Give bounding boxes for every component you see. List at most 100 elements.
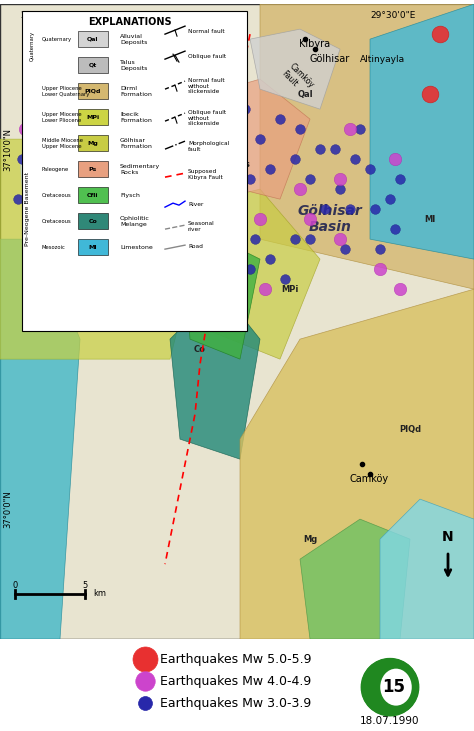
Text: Normal fault
without
slickenside: Normal fault without slickenside — [188, 77, 225, 94]
Text: Cretaceous: Cretaceous — [42, 219, 72, 224]
Text: 15: 15 — [383, 678, 405, 696]
Text: Co: Co — [89, 219, 97, 224]
Text: Ophiolitic
Melange: Ophiolitic Melange — [120, 216, 150, 227]
Text: 29°30'0"E: 29°30'0"E — [370, 11, 415, 20]
Text: MPi: MPi — [121, 155, 139, 164]
Polygon shape — [0, 239, 80, 639]
Text: Seasonal
river: Seasonal river — [188, 221, 215, 232]
Polygon shape — [185, 239, 260, 359]
Text: Co: Co — [194, 344, 206, 354]
Text: Ml: Ml — [89, 245, 97, 250]
Polygon shape — [260, 4, 474, 289]
Text: Yarıköy Fault: Yarıköy Fault — [108, 127, 128, 171]
Text: Oblique fault
without
slickenside: Oblique fault without slickenside — [188, 110, 226, 126]
Text: Cfli: Cfli — [87, 193, 99, 197]
FancyBboxPatch shape — [78, 187, 108, 203]
Text: Quaternary: Quaternary — [30, 31, 35, 61]
Text: MPi: MPi — [211, 245, 228, 254]
Text: Dirml
Formation: Dirml Formation — [120, 86, 152, 96]
Text: Çameli
Basin: Çameli Basin — [64, 238, 106, 260]
FancyBboxPatch shape — [78, 109, 108, 125]
Text: Gölhisar
Basin: Gölhisar Basin — [298, 204, 363, 234]
Text: PlQd: PlQd — [85, 88, 101, 94]
Text: N: N — [442, 530, 454, 544]
Text: Altinyayla: Altinyayla — [360, 55, 405, 64]
Text: Qal: Qal — [297, 90, 313, 99]
Text: Normal fault: Normal fault — [188, 29, 225, 34]
Text: EXPLANATIONS: EXPLANATIONS — [88, 17, 172, 27]
Text: Mg: Mg — [88, 140, 99, 145]
Text: Limestone: Limestone — [120, 245, 153, 250]
Polygon shape — [170, 289, 260, 459]
Text: MPi: MPi — [86, 115, 100, 120]
Text: Oblique fault: Oblique fault — [188, 53, 226, 58]
Text: Supposed
Kibyra Fault: Supposed Kibyra Fault — [188, 169, 223, 180]
Text: Cretaceous: Cretaceous — [42, 193, 72, 197]
Text: River: River — [188, 202, 203, 207]
Text: Quaternary: Quaternary — [42, 37, 72, 42]
Polygon shape — [180, 189, 320, 359]
Text: MPi: MPi — [51, 145, 69, 154]
Text: Upper Miocene
Lower Pliocene: Upper Miocene Lower Pliocene — [42, 112, 82, 123]
Text: Çameli
Fault: Çameli Fault — [46, 196, 64, 222]
Text: Gölhisar: Gölhisar — [310, 54, 350, 64]
Text: 18.07.1990: 18.07.1990 — [360, 716, 420, 726]
Text: PlQd: PlQd — [144, 45, 166, 53]
FancyBboxPatch shape — [78, 31, 108, 47]
Ellipse shape — [379, 667, 413, 707]
Text: Road: Road — [188, 243, 203, 249]
Text: km: km — [93, 588, 106, 598]
FancyBboxPatch shape — [78, 135, 108, 151]
Text: 5: 5 — [82, 581, 88, 590]
Text: Alluvial
Deposits: Alluvial Deposits — [120, 34, 147, 45]
Polygon shape — [370, 4, 474, 260]
Polygon shape — [300, 519, 410, 639]
Polygon shape — [250, 29, 340, 109]
Text: Flysch: Flysch — [120, 193, 140, 197]
Text: Camköy: Camköy — [350, 474, 389, 484]
Text: Ps: Ps — [89, 167, 97, 172]
Text: Camköy
Fault: Camköy Fault — [280, 61, 316, 97]
FancyBboxPatch shape — [78, 83, 108, 99]
Text: Upper Pliocene
Lower Quaternary: Upper Pliocene Lower Quaternary — [42, 86, 90, 96]
Text: 37°0'0"N: 37°0'0"N — [3, 491, 12, 528]
Text: Mg: Mg — [303, 534, 317, 544]
Text: Qt: Qt — [89, 63, 97, 68]
Text: Ml: Ml — [94, 205, 106, 213]
Polygon shape — [0, 139, 200, 359]
Polygon shape — [190, 79, 310, 199]
Text: Qal: Qal — [87, 37, 99, 42]
Text: Talus
Deposits: Talus Deposits — [120, 60, 147, 70]
Text: Paleogene: Paleogene — [42, 167, 69, 172]
FancyBboxPatch shape — [78, 239, 108, 255]
FancyBboxPatch shape — [22, 11, 247, 331]
Text: Ps: Ps — [239, 159, 250, 169]
Text: Morphological
fault: Morphological fault — [188, 141, 229, 151]
Polygon shape — [380, 499, 474, 639]
Polygon shape — [20, 119, 160, 309]
FancyBboxPatch shape — [78, 57, 108, 73]
FancyBboxPatch shape — [78, 161, 108, 177]
Text: Gölhisar
Formation: Gölhisar Formation — [120, 137, 152, 148]
Text: Ml: Ml — [424, 215, 436, 224]
Text: PlQd: PlQd — [399, 425, 421, 433]
Text: Gürpınar Fault: Gürpınar Fault — [168, 194, 182, 244]
Text: Mesozoic: Mesozoic — [42, 245, 66, 250]
Text: 0: 0 — [12, 581, 18, 590]
Text: 29°20'0"E: 29°20'0"E — [20, 11, 65, 20]
Text: Ibecik
Formation: Ibecik Formation — [120, 112, 152, 123]
Text: Western Kibyra Fault: Western Kibyra Fault — [165, 224, 190, 295]
Text: Sedimentary
Rocks: Sedimentary Rocks — [120, 164, 160, 175]
Text: MPi: MPi — [281, 284, 299, 294]
Text: Earthquakes Mw 5.0-5.9: Earthquakes Mw 5.0-5.9 — [160, 653, 311, 666]
Text: Earthquakes Mw 3.0-3.9: Earthquakes Mw 3.0-3.9 — [160, 697, 311, 710]
Polygon shape — [240, 289, 474, 639]
Text: Earthquakes Mw 4.0-4.9: Earthquakes Mw 4.0-4.9 — [160, 675, 311, 688]
Text: Middle Miocene
Upper Miocene: Middle Miocene Upper Miocene — [42, 137, 83, 148]
FancyBboxPatch shape — [78, 213, 108, 229]
FancyBboxPatch shape — [0, 4, 474, 639]
Text: Kibyra: Kibyra — [299, 39, 330, 49]
Text: Pre-Neogene Basement: Pre-Neogene Basement — [26, 172, 30, 246]
Text: 37°10'0"N: 37°10'0"N — [3, 128, 12, 170]
Circle shape — [362, 659, 418, 715]
